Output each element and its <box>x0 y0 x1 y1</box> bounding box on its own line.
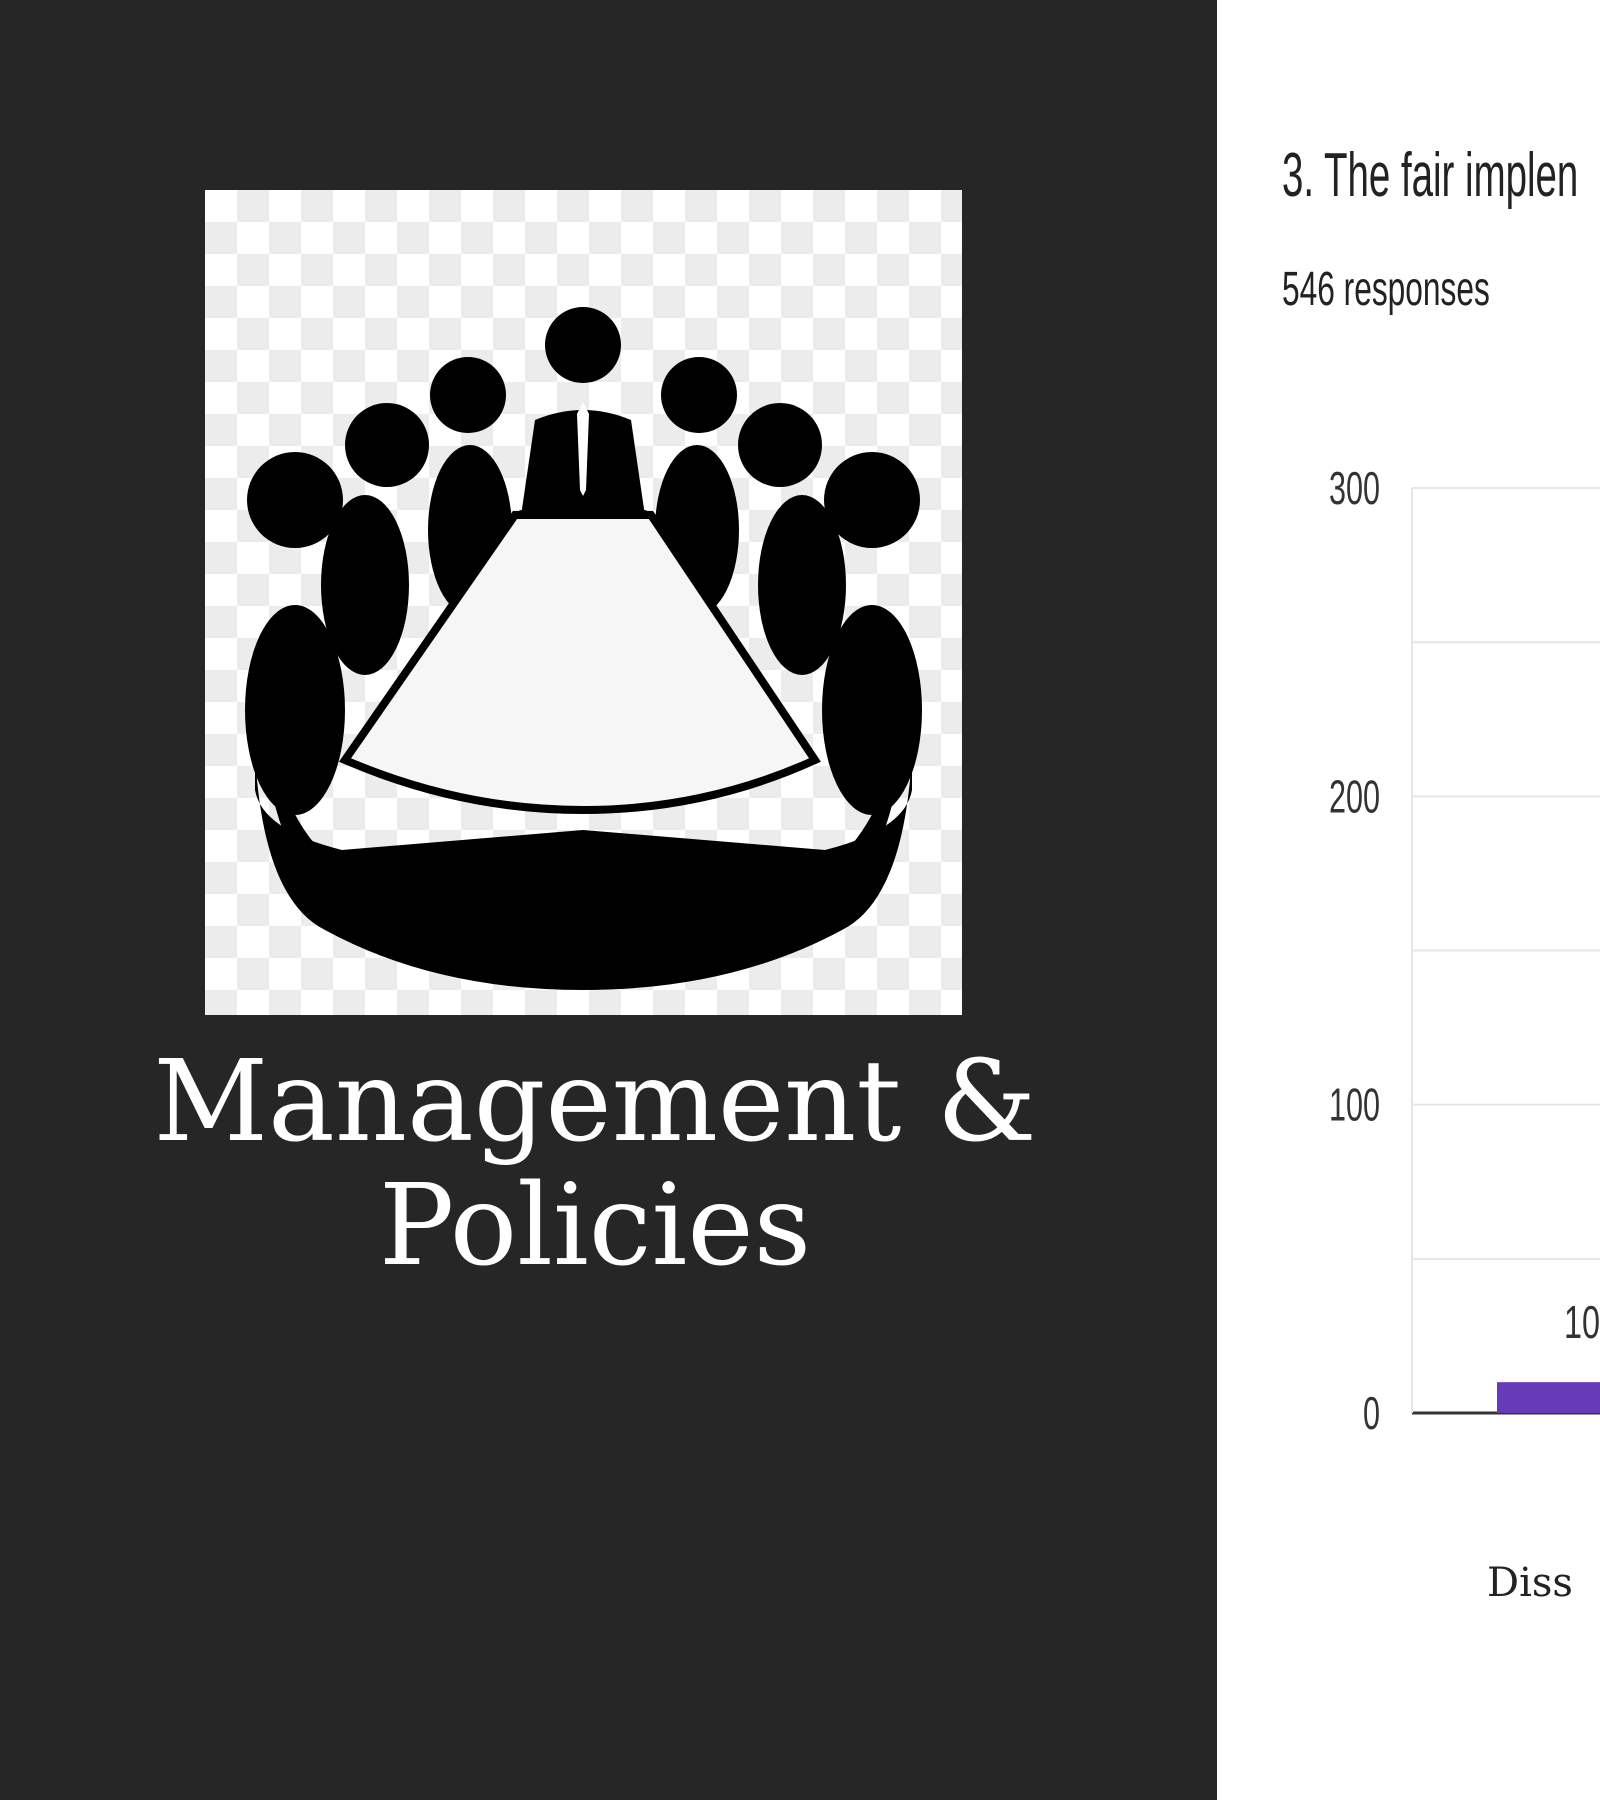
question-title: 3. The fair implen <box>1282 141 1579 210</box>
y-tick-label: 100 <box>1329 1079 1380 1131</box>
y-tick-label: 300 <box>1329 462 1380 514</box>
bar <box>1497 1382 1600 1413</box>
bar-data-label: 10 <box>1564 1296 1600 1348</box>
bar-chart: 0 100 200 300 10 Diss <box>1329 462 1600 1606</box>
x-category-label: Diss <box>1487 1560 1573 1606</box>
meeting-image <box>205 190 962 1015</box>
slide-title-line-1: Management & <box>153 1037 1037 1167</box>
response-count: 546 responses <box>1282 263 1490 316</box>
left-panel: Management & Policies <box>120 190 1070 1288</box>
survey-chart-panel: 3. The fair implen 546 responses 0 100 200… <box>1217 0 1600 1800</box>
y-tick-label: 200 <box>1329 770 1380 822</box>
slide-title: Management & Policies <box>120 1040 1070 1288</box>
boardroom-meeting-icon <box>245 307 922 990</box>
slide-title-line-2: Policies <box>378 1161 812 1291</box>
y-tick-label: 0 <box>1363 1387 1380 1439</box>
